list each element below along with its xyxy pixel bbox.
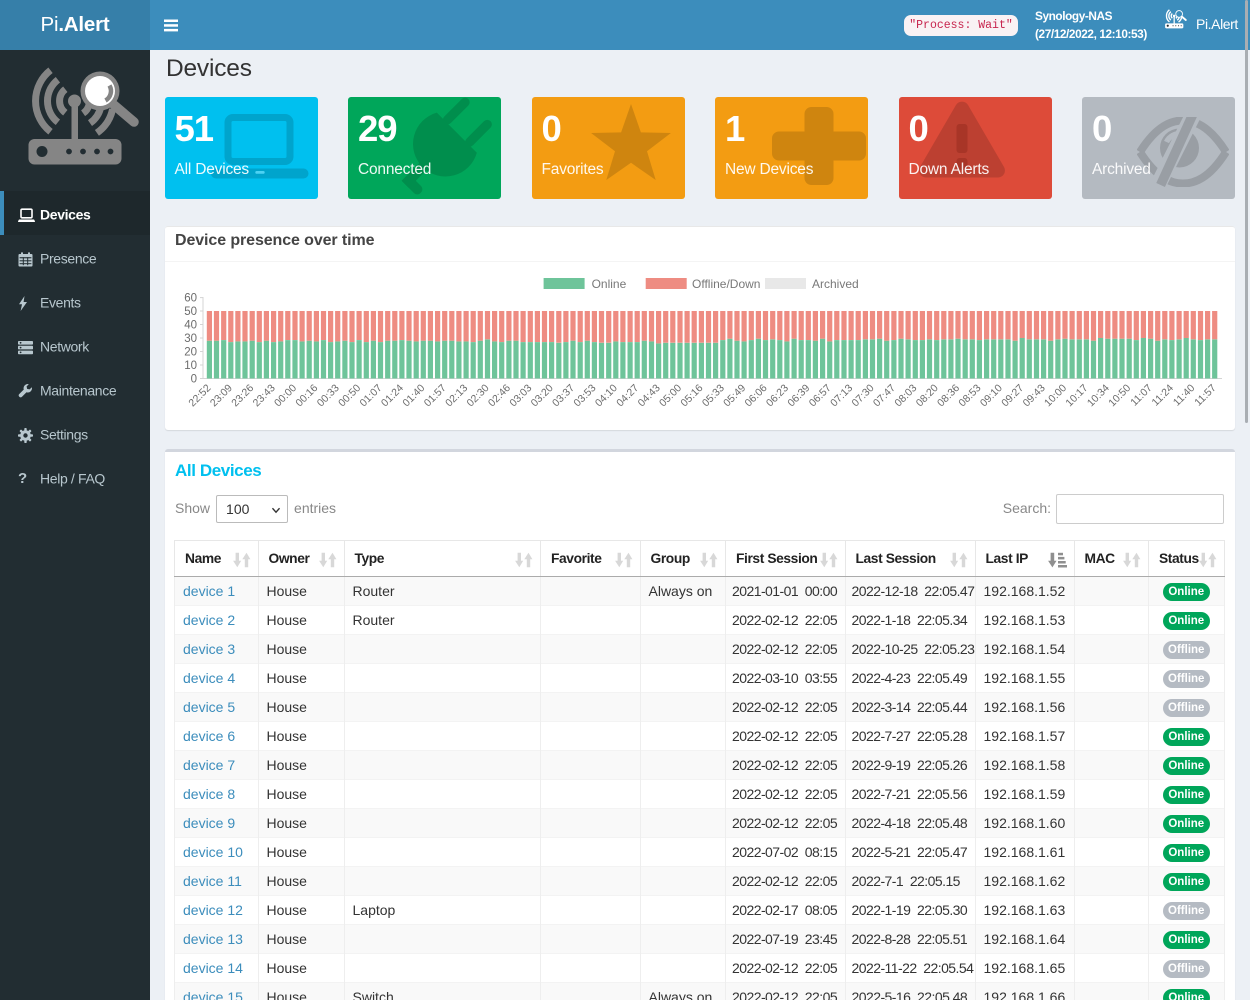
svg-text:60: 60 bbox=[184, 293, 197, 305]
svg-text:06:23: 06:23 bbox=[763, 382, 790, 409]
svg-text:09:43: 09:43 bbox=[1020, 382, 1047, 409]
svg-text:03:37: 03:37 bbox=[550, 382, 577, 409]
svg-text:10:50: 10:50 bbox=[1106, 382, 1133, 409]
svg-text:11:24: 11:24 bbox=[1149, 382, 1176, 409]
svg-text:05:00: 05:00 bbox=[657, 382, 684, 409]
svg-text:07:47: 07:47 bbox=[870, 382, 897, 409]
svg-text:20: 20 bbox=[184, 347, 197, 359]
svg-text:23:09: 23:09 bbox=[207, 382, 234, 409]
svg-text:04:43: 04:43 bbox=[635, 382, 662, 409]
svg-text:Online: Online bbox=[591, 277, 626, 291]
svg-text:11:07: 11:07 bbox=[1128, 382, 1155, 409]
svg-text:22:52: 22:52 bbox=[186, 382, 213, 409]
svg-text:23:26: 23:26 bbox=[229, 382, 256, 409]
svg-text:03:53: 03:53 bbox=[571, 382, 598, 409]
svg-text:06:39: 06:39 bbox=[785, 382, 812, 409]
svg-text:08:36: 08:36 bbox=[935, 382, 962, 409]
svg-text:04:10: 04:10 bbox=[592, 382, 619, 409]
svg-text:03:20: 03:20 bbox=[528, 382, 555, 409]
svg-text:10: 10 bbox=[184, 360, 197, 372]
svg-text:05:49: 05:49 bbox=[721, 382, 748, 409]
svg-text:0: 0 bbox=[190, 374, 196, 386]
svg-text:07:30: 07:30 bbox=[849, 382, 876, 409]
svg-text:08:20: 08:20 bbox=[913, 382, 940, 409]
svg-text:00:50: 00:50 bbox=[336, 382, 363, 409]
svg-text:01:57: 01:57 bbox=[421, 382, 448, 409]
svg-text:00:16: 00:16 bbox=[293, 382, 320, 409]
svg-text:00:00: 00:00 bbox=[272, 382, 299, 409]
svg-text:06:57: 06:57 bbox=[806, 382, 833, 409]
svg-text:08:53: 08:53 bbox=[956, 382, 983, 409]
svg-text:11:40: 11:40 bbox=[1170, 382, 1197, 409]
svg-text:05:16: 05:16 bbox=[678, 382, 705, 409]
svg-text:07:13: 07:13 bbox=[828, 382, 855, 409]
svg-text:Offline/Down: Offline/Down bbox=[692, 277, 760, 291]
svg-text:01:24: 01:24 bbox=[378, 382, 405, 409]
svg-text:01:07: 01:07 bbox=[357, 382, 384, 409]
svg-text:09:10: 09:10 bbox=[977, 382, 1004, 409]
svg-text:03:03: 03:03 bbox=[507, 382, 534, 409]
svg-text:11:57: 11:57 bbox=[1192, 382, 1219, 409]
svg-text:10:34: 10:34 bbox=[1084, 382, 1111, 409]
svg-text:40: 40 bbox=[184, 320, 197, 332]
svg-text:10:17: 10:17 bbox=[1063, 382, 1090, 409]
svg-text:50: 50 bbox=[184, 306, 197, 318]
svg-text:06:06: 06:06 bbox=[742, 382, 769, 409]
svg-text:05:33: 05:33 bbox=[699, 382, 726, 409]
svg-text:00:33: 00:33 bbox=[314, 382, 341, 409]
svg-text:Archived: Archived bbox=[812, 277, 859, 291]
svg-text:30: 30 bbox=[184, 333, 197, 345]
svg-text:02:30: 02:30 bbox=[464, 382, 491, 409]
svg-text:01:40: 01:40 bbox=[400, 382, 427, 409]
svg-text:08:03: 08:03 bbox=[892, 382, 919, 409]
svg-text:02:46: 02:46 bbox=[485, 382, 512, 409]
svg-text:04:27: 04:27 bbox=[614, 382, 641, 409]
svg-text:09:27: 09:27 bbox=[999, 382, 1026, 409]
svg-text:10:00: 10:00 bbox=[1042, 382, 1069, 409]
svg-text:23:43: 23:43 bbox=[250, 382, 277, 409]
svg-text:02:13: 02:13 bbox=[443, 382, 470, 409]
